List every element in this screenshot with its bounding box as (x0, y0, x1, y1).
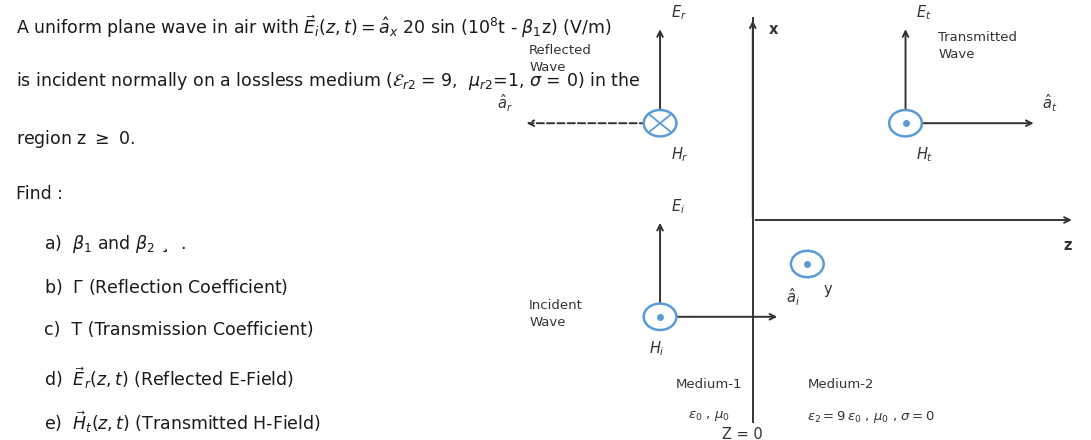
Text: Transmitted
Wave: Transmitted Wave (938, 31, 1017, 61)
Text: region z $\geq$ 0.: region z $\geq$ 0. (16, 128, 135, 150)
Text: x: x (769, 22, 779, 37)
Circle shape (889, 110, 922, 136)
Text: Find :: Find : (16, 185, 63, 203)
Text: $E_t$: $E_t$ (916, 3, 932, 22)
Text: Reflected
Wave: Reflected Wave (529, 44, 592, 74)
Text: Incident
Wave: Incident Wave (529, 299, 583, 329)
Text: $\varepsilon_0$ , $\mu_0$: $\varepsilon_0$ , $\mu_0$ (688, 409, 730, 423)
Text: y: y (824, 282, 832, 297)
Text: $E_i$: $E_i$ (671, 197, 685, 216)
Text: Medium-1: Medium-1 (676, 378, 742, 392)
Text: $H_i$: $H_i$ (649, 339, 664, 357)
Circle shape (644, 110, 676, 136)
Text: c)  T (Transmission Coefficient): c) T (Transmission Coefficient) (44, 321, 313, 339)
Text: $\hat{a}_r$: $\hat{a}_r$ (496, 93, 513, 114)
Text: is incident normally on a lossless medium ($\mathcal{E}_{r2}$ = 9,  $\mu_{r2}$=1: is incident normally on a lossless mediu… (16, 70, 640, 92)
Text: $\hat{a}_t$: $\hat{a}_t$ (1042, 93, 1057, 114)
Text: z: z (1064, 238, 1072, 253)
Text: A uniform plane wave in air with $\vec{E}_i(z, t) = \hat{a}_x$ 20 sin (10$^8$t -: A uniform plane wave in air with $\vec{E… (16, 13, 612, 40)
Text: $\hat{a}_i$: $\hat{a}_i$ (786, 286, 800, 308)
Text: d)  $\vec{E}_r(z,t)$ (Reflected E-Field): d) $\vec{E}_r(z,t)$ (Reflected E-Field) (44, 365, 293, 391)
Text: $\varepsilon_2 = 9\,\varepsilon_0$ , $\mu_0$ , $\sigma = 0$: $\varepsilon_2 = 9\,\varepsilon_0$ , $\m… (807, 409, 935, 425)
Text: $H_r$: $H_r$ (671, 145, 688, 164)
Text: $E_r$: $E_r$ (671, 3, 687, 22)
Text: a)  $\beta_1$ and $\beta_2$ ¸  .: a) $\beta_1$ and $\beta_2$ ¸ . (44, 233, 185, 255)
Circle shape (644, 304, 676, 330)
Circle shape (791, 251, 824, 277)
Text: e)  $\vec{H}_t(z,t)$ (Transmitted H-Field): e) $\vec{H}_t(z,t)$ (Transmitted H-Field… (44, 409, 321, 435)
Text: Medium-2: Medium-2 (807, 378, 874, 392)
Text: $H_t$: $H_t$ (916, 145, 934, 164)
Text: b)  $\Gamma$ (Reflection Coefficient): b) $\Gamma$ (Reflection Coefficient) (44, 277, 288, 297)
Text: Z = 0: Z = 0 (721, 427, 763, 440)
